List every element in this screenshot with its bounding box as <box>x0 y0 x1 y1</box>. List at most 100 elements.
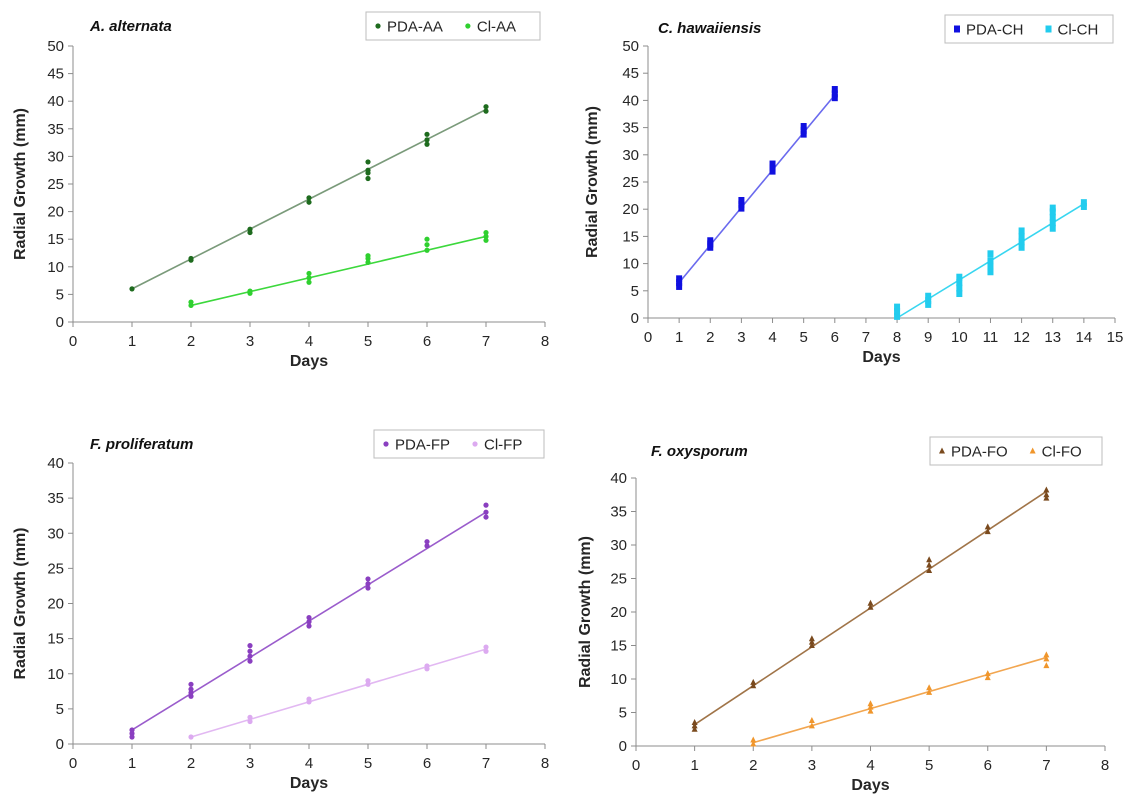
data-point-pda-fo <box>750 682 757 689</box>
y-tick-label: 25 <box>47 176 64 193</box>
trend-line-pda-ch <box>678 94 836 284</box>
x-tick-label: 4 <box>305 333 313 350</box>
x-axis-title: Days <box>862 349 900 366</box>
y-tick-label: 45 <box>622 65 639 82</box>
x-tick-label: 4 <box>866 757 874 774</box>
data-point-pda-fp <box>247 648 253 654</box>
data-point-cl-ch <box>1049 204 1056 212</box>
y-tick-label: 5 <box>631 283 639 300</box>
y-tick-label: 35 <box>47 121 64 138</box>
x-tick-label: 2 <box>749 757 757 774</box>
data-point-pda-ch <box>738 196 745 204</box>
y-tick-label: 35 <box>610 504 627 521</box>
data-point-pda-fo <box>1043 491 1050 498</box>
data-point-cl-aa <box>424 247 430 253</box>
data-point-pda-fp <box>306 619 312 625</box>
x-tick-label: 7 <box>482 755 490 772</box>
data-point-cl-fo <box>750 736 757 743</box>
legend-marker-pda-aa <box>375 23 381 29</box>
x-tick-label: 5 <box>364 755 372 772</box>
data-point-pda-ch <box>769 164 776 172</box>
data-point-cl-fp <box>424 663 430 669</box>
data-point-cl-aa <box>483 233 489 240</box>
x-tick-label: 3 <box>246 755 254 772</box>
data-point-cl-aa <box>247 288 253 294</box>
legend-label: PDA-FP <box>395 437 450 454</box>
data-point-pda-fp <box>188 686 194 692</box>
data-point-pda-fp <box>365 576 371 582</box>
x-tick-label: 7 <box>1042 757 1050 774</box>
legend-label: Cl-CH <box>1058 22 1099 39</box>
y-tick-label: 30 <box>47 525 64 542</box>
data-point-pda-aa <box>306 195 312 201</box>
data-point-cl-fo <box>926 688 933 695</box>
x-tick-label: 3 <box>246 333 254 350</box>
data-point-pda-aa <box>424 137 430 143</box>
data-point-cl-ch <box>1049 208 1056 216</box>
data-point-pda-fo <box>691 725 698 732</box>
x-tick-label: 13 <box>1044 329 1061 346</box>
data-point-pda-ch <box>800 130 807 138</box>
data-point-pda-fo <box>926 561 933 568</box>
y-tick-label: 20 <box>47 204 64 221</box>
x-tick-label: 2 <box>187 333 195 350</box>
data-point-cl-aa <box>306 275 312 281</box>
data-point-cl-ch <box>987 268 994 276</box>
y-tick-label: 15 <box>622 228 639 245</box>
x-tick-label: 6 <box>423 333 431 350</box>
legend-marker-cl-fo <box>1029 447 1036 454</box>
data-point-pda-ch <box>800 126 807 134</box>
x-tick-label: 7 <box>862 329 870 346</box>
data-point-cl-ch <box>1080 199 1087 207</box>
data-point-pda-fo <box>691 719 698 726</box>
legend-box <box>373 429 545 459</box>
y-tick-label: 5 <box>619 705 627 722</box>
x-axis-title: Days <box>290 775 328 792</box>
data-point-pda-fo <box>984 523 991 530</box>
x-tick-label: 2 <box>187 755 195 772</box>
data-point-pda-ch <box>800 123 807 131</box>
x-tick-label: 5 <box>925 757 933 774</box>
data-point-pda-fp <box>247 658 253 664</box>
x-tick-label: 4 <box>768 329 776 346</box>
y-tick-label: 0 <box>631 310 639 327</box>
x-tick-label: 8 <box>1101 757 1109 774</box>
legend-label: PDA-CH <box>966 22 1024 39</box>
data-point-pda-aa <box>188 255 194 262</box>
data-point-pda-ch <box>738 204 745 212</box>
x-tick-label: 1 <box>675 329 683 346</box>
data-point-cl-fp <box>247 714 253 720</box>
legend-label: Cl-AA <box>477 19 516 36</box>
data-point-pda-fo <box>808 635 815 642</box>
x-tick-label: 6 <box>831 329 839 346</box>
data-point-pda-fo <box>984 528 991 535</box>
y-tick-label: 0 <box>619 738 627 755</box>
chart-panel-3: 0 5 10 15 20 25 30 35 40 0 1 2 3 4 5 6 7 8 Days Radial Grow… <box>12 429 549 792</box>
y-tick-label: 10 <box>47 666 64 683</box>
trend-line-cl-aa <box>190 235 487 307</box>
y-axis-title: Radial Growth (mm) <box>577 536 594 688</box>
data-point-pda-fo <box>867 599 874 606</box>
y-axis-title: Radial Growth (mm) <box>584 106 601 258</box>
data-point-pda-fp <box>424 539 430 545</box>
data-point-cl-fp <box>483 644 489 650</box>
data-point-pda-fp <box>306 623 312 629</box>
y-tick-label: 0 <box>56 736 64 753</box>
x-tick-label: 0 <box>69 755 77 772</box>
trend-line-cl-fp <box>190 648 487 738</box>
data-point-pda-fo <box>867 603 874 610</box>
y-axis-title: Radial Growth (mm) <box>12 108 29 260</box>
data-point-cl-aa <box>483 237 489 243</box>
data-point-pda-ch <box>707 237 714 245</box>
y-tick-label: 15 <box>47 631 64 648</box>
data-point-pda-fo <box>926 556 933 563</box>
legend-marker-pda-fp <box>383 441 389 447</box>
data-point-pda-fo <box>1043 494 1050 501</box>
data-point-pda-fp <box>365 581 371 587</box>
trend-line-cl-fo <box>753 656 1047 744</box>
legend-label: Cl-FP <box>484 437 522 454</box>
data-point-cl-aa <box>424 236 430 242</box>
y-tick-label: 50 <box>47 38 64 55</box>
data-point-pda-fo <box>808 638 815 645</box>
legend-marker-pda-fo <box>939 447 945 454</box>
